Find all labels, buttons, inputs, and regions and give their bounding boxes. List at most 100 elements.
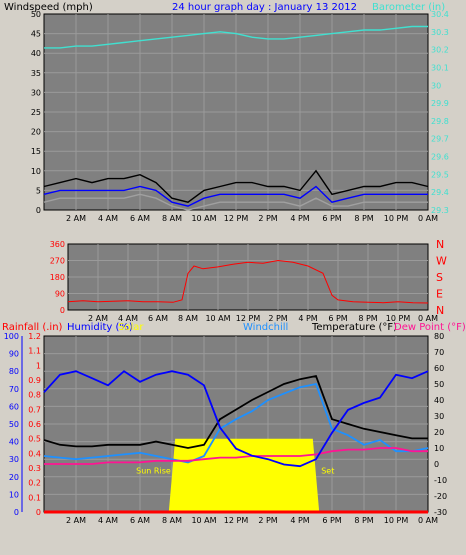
legend-temperature: Temperature (°F) bbox=[311, 322, 397, 333]
x-tick-label-1-4: 10 AM bbox=[191, 214, 216, 223]
y-tick-rain-2: 0.2 bbox=[28, 479, 41, 488]
x-tick-label-3-10: 10 PM bbox=[384, 516, 409, 525]
y-tick-compass-0: N bbox=[436, 304, 444, 317]
y-tick-humidity-10: 100 bbox=[4, 332, 19, 341]
y-tick-humidity-2: 20 bbox=[9, 473, 19, 482]
graph-title: 24 hour graph day : January 13 2012 bbox=[172, 2, 357, 13]
y-tick-baro-0: 29.3 bbox=[431, 206, 449, 215]
windspeed-axis-label: Windspeed (mph) bbox=[4, 2, 93, 13]
x-tick-label-3-1: 4 AM bbox=[98, 516, 118, 525]
y-tick-rain-6: 0.6 bbox=[28, 420, 41, 429]
x-tick-label-1-1: 4 AM bbox=[98, 214, 118, 223]
y-tick-baro-11: 30.4 bbox=[431, 10, 449, 19]
x-tick-label-1-0: 2 AM bbox=[66, 214, 86, 223]
y-tick-humidity-0: 0 bbox=[14, 508, 19, 517]
chart-root: 0510152025303540455029.329.429.529.629.7… bbox=[4, 10, 449, 525]
x-tick-label-1-9: 8 PM bbox=[354, 214, 373, 223]
y-tick-wind-5: 25 bbox=[31, 108, 41, 117]
y-tick-temp-7: 40 bbox=[434, 396, 444, 405]
y-tick-humidity-4: 40 bbox=[9, 438, 19, 447]
y-tick-temp-0: -30 bbox=[434, 508, 447, 517]
y-tick-rain-9: 0.9 bbox=[28, 376, 41, 385]
y-tick-dir-4: 360 bbox=[50, 240, 65, 249]
y-tick-dir-0: 0 bbox=[60, 306, 65, 315]
y-tick-temp-5: 20 bbox=[434, 428, 444, 437]
x-tick-label-2-6: 2 PM bbox=[268, 314, 287, 323]
y-tick-baro-9: 30.2 bbox=[431, 46, 449, 55]
y-tick-rain-5: 0.5 bbox=[28, 435, 41, 444]
x-tick-label-2-4: 10 AM bbox=[205, 314, 230, 323]
x-tick-label-3-5: 12 PM bbox=[224, 516, 249, 525]
y-tick-wind-4: 20 bbox=[31, 128, 41, 137]
y-tick-wind-8: 40 bbox=[31, 49, 41, 58]
x-tick-label-3-9: 8 PM bbox=[354, 516, 373, 525]
y-tick-humidity-6: 60 bbox=[9, 402, 19, 411]
y-tick-rain-7: 0.7 bbox=[28, 405, 41, 414]
x-tick-label-1-2: 6 AM bbox=[130, 214, 150, 223]
y-tick-baro-1: 29.4 bbox=[431, 188, 449, 197]
y-tick-rain-3: 0.3 bbox=[28, 464, 41, 473]
x-tick-label-3-3: 8 AM bbox=[162, 516, 182, 525]
y-tick-temp-8: 50 bbox=[434, 380, 444, 389]
x-tick-label-3-6: 2 PM bbox=[258, 516, 277, 525]
y-tick-humidity-7: 70 bbox=[9, 385, 19, 394]
x-tick-label-2-5: 12 PM bbox=[236, 314, 261, 323]
series-windspeed-gust bbox=[43, 169, 429, 203]
y-tick-baro-8: 30.1 bbox=[431, 63, 449, 72]
y-tick-baro-10: 30.3 bbox=[431, 28, 449, 37]
legend-windchill: Windchill bbox=[243, 322, 288, 333]
x-tick-label-3-11: 0 AM bbox=[418, 516, 438, 525]
y-tick-baro-5: 29.8 bbox=[431, 117, 449, 126]
legend-humidity: Humidity (%) bbox=[67, 322, 133, 333]
x-tick-label-3-4: 10 AM bbox=[191, 516, 216, 525]
legend-solar: Solar bbox=[118, 322, 144, 333]
y-tick-compass-4: N bbox=[436, 238, 444, 251]
x-tick-label-2-0: 2 AM bbox=[88, 314, 108, 323]
x-tick-label-3-0: 2 AM bbox=[66, 516, 86, 525]
y-tick-baro-6: 29.9 bbox=[431, 99, 449, 108]
y-tick-humidity-9: 90 bbox=[9, 350, 19, 359]
y-tick-humidity-1: 10 bbox=[9, 490, 19, 499]
x-tick-label-2-8: 6 PM bbox=[328, 314, 347, 323]
y-tick-rain-8: 0.8 bbox=[28, 391, 41, 400]
y-tick-compass-3: W bbox=[436, 255, 447, 268]
x-tick-label-2-11: 0 AM bbox=[418, 314, 438, 323]
legend-rainfall: Rainfall (.in) bbox=[2, 322, 63, 333]
y-tick-compass-2: S bbox=[436, 271, 443, 284]
x-tick-label-2-10: 10 PM bbox=[386, 314, 411, 323]
x-tick-label-2-7: 4 PM bbox=[298, 314, 317, 323]
barometer-axis-label: Barometer (in) bbox=[372, 2, 445, 13]
annotation-sunrise: Sun Rise bbox=[136, 467, 171, 476]
y-tick-baro-4: 29.7 bbox=[431, 135, 449, 144]
y-tick-rain-11: 1.1 bbox=[28, 347, 41, 356]
y-tick-temp-3: 0 bbox=[434, 460, 439, 469]
y-tick-dir-3: 270 bbox=[50, 257, 65, 266]
x-tick-label-1-5: 12 PM bbox=[224, 214, 249, 223]
series-dew-point-f- bbox=[44, 447, 428, 465]
x-tick-label-1-10: 10 PM bbox=[384, 214, 409, 223]
y-tick-rain-1: 0.1 bbox=[28, 493, 41, 502]
x-tick-label-1-8: 6 PM bbox=[322, 214, 341, 223]
y-tick-temp-6: 30 bbox=[434, 412, 444, 421]
y-tick-temp-10: 70 bbox=[434, 348, 444, 357]
x-tick-label-3-2: 6 AM bbox=[130, 516, 150, 525]
y-tick-rain-4: 0.4 bbox=[28, 449, 41, 458]
x-tick-label-1-7: 4 PM bbox=[290, 214, 309, 223]
y-tick-wind-6: 30 bbox=[31, 88, 41, 97]
y-tick-compass-1: E bbox=[436, 288, 443, 301]
y-tick-wind-2: 10 bbox=[31, 167, 41, 176]
x-tick-label-1-3: 8 AM bbox=[162, 214, 182, 223]
y-tick-temp-4: 10 bbox=[434, 444, 444, 453]
series-temperature-f- bbox=[43, 374, 428, 449]
y-tick-wind-10: 50 bbox=[31, 10, 41, 19]
y-tick-rain-12: 1.2 bbox=[28, 332, 41, 341]
y-tick-temp-2: -10 bbox=[434, 476, 447, 485]
x-tick-label-2-9: 8 PM bbox=[358, 314, 377, 323]
y-tick-dir-2: 180 bbox=[50, 273, 65, 282]
annotation-sunset: Set bbox=[321, 467, 334, 476]
x-tick-label-2-3: 8 AM bbox=[178, 314, 198, 323]
y-tick-baro-3: 29.6 bbox=[431, 153, 449, 162]
x-tick-label-2-1: 4 AM bbox=[118, 314, 138, 323]
y-tick-temp-11: 80 bbox=[434, 332, 444, 341]
